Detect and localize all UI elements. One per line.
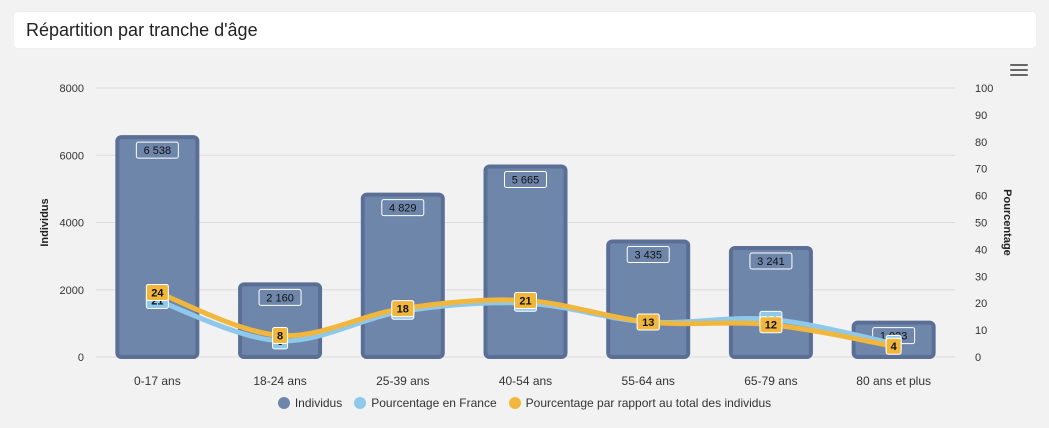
bar-label-box	[749, 252, 793, 270]
line-pourcentage-total-data-label: 13	[642, 317, 654, 329]
bar-label-box	[626, 245, 670, 263]
line-pourcentage-total-data-label: 4	[891, 341, 898, 353]
x-tick-label: 0-17 ans	[134, 374, 181, 388]
line-pourcentage-total-data-label: 18	[397, 304, 409, 316]
y-right-tick-label: 70	[975, 164, 987, 176]
x-tick-label: 40-54 ans	[499, 374, 552, 388]
bar-data-label: 2 160	[266, 292, 294, 304]
bar-1	[115, 135, 200, 359]
legend-dot-pourcentage-france	[354, 397, 367, 409]
y-right-tick-label: 60	[975, 191, 987, 203]
line-pourcentage-total-data-label: 21	[519, 296, 531, 308]
y-right-tick-label: 0	[975, 352, 981, 364]
chart-legend: Individus Pourcentage en France Pourcent…	[0, 396, 1049, 410]
y-left-tick-label: 2000	[60, 285, 84, 297]
y-right-tick-label: 100	[975, 83, 993, 95]
legend-dot-pourcentage-total	[508, 397, 521, 409]
hamburger-menu-icon[interactable]	[1010, 64, 1028, 78]
line-pourcentage-total-label-box	[391, 300, 415, 318]
y-left-tick-label: 4000	[60, 218, 84, 230]
bar-label-box	[258, 288, 302, 306]
y-right-tick-label: 10	[975, 325, 987, 337]
legend-item-pourcentage-france[interactable]: Pourcentage en France	[354, 396, 497, 410]
y-left-tick-label: 6000	[60, 150, 84, 162]
line-pourcentage-total-label-box	[514, 292, 537, 310]
line-pourcentage-total-label-box	[759, 316, 783, 334]
line-pourcentage-total-data-label: 12	[765, 320, 777, 332]
legend-label-individus: Individus	[294, 396, 343, 410]
line-pourcentage-total-data-label: 8	[277, 330, 283, 342]
chart-title: Répartition par tranche d'âge	[26, 19, 258, 40]
y-right-tick-label: 30	[975, 271, 987, 283]
bar-5	[606, 239, 691, 359]
line-pourcentage-total-data-label: 24	[151, 287, 164, 299]
line-pourcentage-total-label-box	[636, 313, 660, 331]
x-tick-label: 18-24 ans	[253, 374, 306, 388]
y-right-axis-title: Pourcentage	[1001, 189, 1013, 256]
y-right-tick-label: 50	[975, 218, 987, 230]
legend-dot-individus	[277, 397, 290, 409]
bar-data-label: 6 538	[144, 145, 172, 157]
x-tick-label: 25-39 ans	[376, 374, 429, 388]
bar-label-box	[135, 141, 179, 159]
x-tick-label: 80 ans et plus	[856, 374, 931, 388]
legend-label-pourcentage-total: Pourcentage par rapport au total des ind…	[525, 396, 772, 410]
bar-4	[483, 164, 568, 359]
legend-label-pourcentage-france: Pourcentage en France	[371, 396, 497, 410]
x-tick-label: 65-79 ans	[744, 374, 797, 388]
line-pourcentage-total-label-box	[885, 337, 902, 355]
bar-label-box	[504, 171, 547, 189]
y-right-tick-label: 40	[975, 244, 987, 256]
bar-data-label: 4 829	[389, 203, 417, 215]
y-right-tick-label: 80	[975, 137, 987, 149]
bar-data-label: 3 435	[634, 249, 662, 261]
line-pourcentage-total-label-box	[272, 326, 289, 344]
y-left-axis-title: Individus	[39, 198, 51, 246]
y-right-tick-label: 90	[975, 110, 987, 122]
title-card: Répartition par tranche d'âge	[14, 12, 1036, 48]
bar-3	[360, 192, 445, 359]
y-left-tick-label: 0	[78, 352, 84, 364]
line-pourcentage-total-label-box	[145, 283, 169, 301]
bar-data-label: 5 665	[512, 175, 540, 187]
bar-label-box	[381, 199, 425, 217]
legend-item-individus[interactable]: Individus	[277, 396, 343, 410]
bar-data-label: 3 241	[757, 256, 785, 268]
legend-item-pourcentage-total[interactable]: Pourcentage par rapport au total des ind…	[508, 396, 772, 410]
x-tick-label: 55-64 ans	[622, 374, 675, 388]
y-right-tick-label: 20	[975, 298, 987, 310]
y-left-tick-label: 8000	[60, 83, 84, 95]
